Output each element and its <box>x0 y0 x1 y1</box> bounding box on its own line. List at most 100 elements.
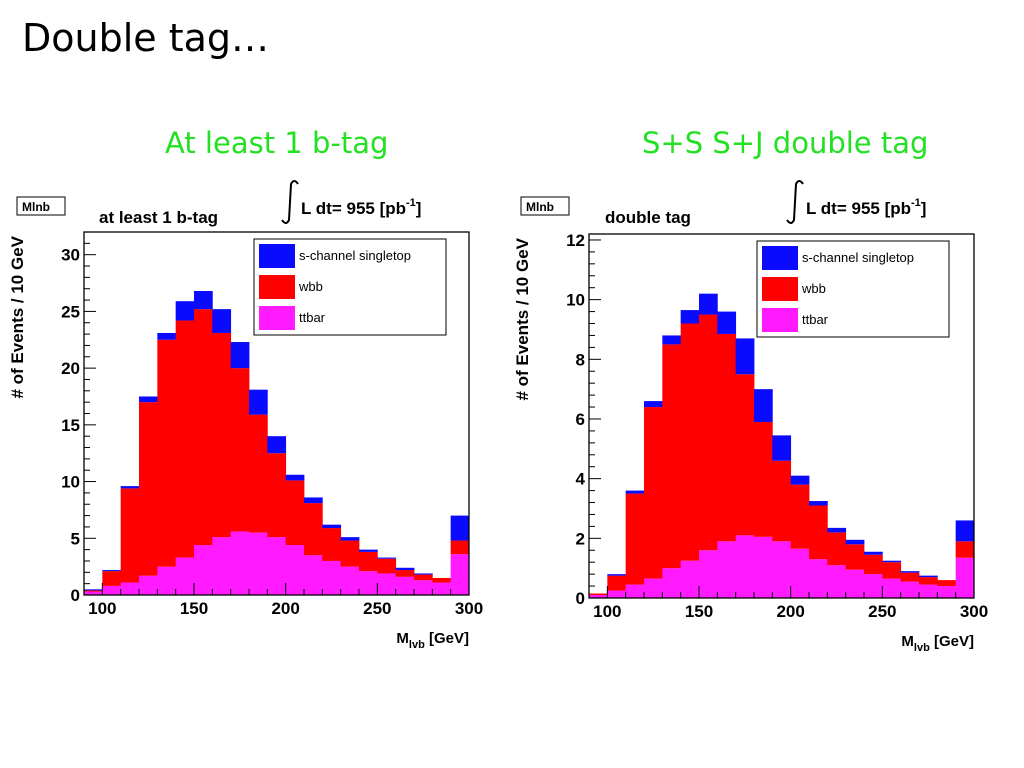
s-channel-bar <box>644 401 663 408</box>
wbb-bar <box>900 572 920 582</box>
wbb-bar <box>120 488 140 583</box>
plot-frame <box>588 233 975 599</box>
ttbar-bar <box>359 571 378 595</box>
s-channel-bar <box>625 490 645 494</box>
legend-swatch <box>762 277 798 301</box>
histogram-at-least-1-btag: Mlnb at least 1 b-tag L dt= 955 [pb-1] 0 5 10… <box>8 180 483 651</box>
luminosity-label: L dt= 955 [pb-1] <box>301 197 421 218</box>
s-channel-bar <box>322 524 342 529</box>
s-channel-bar <box>607 574 627 576</box>
s-channel-bar <box>845 539 865 545</box>
s-channel-bar <box>450 515 470 541</box>
legend-swatch <box>259 306 295 330</box>
ttbar-bar <box>285 545 305 595</box>
x-axis-label: Mlvb [GeV] <box>396 630 469 651</box>
ttbar-bar <box>809 559 828 598</box>
wbb-bar <box>450 540 470 555</box>
s-channel-bar <box>790 475 810 485</box>
s-channel-bar <box>882 560 902 563</box>
ttbar-bar <box>754 536 773 598</box>
wbb-bar <box>845 544 865 570</box>
s-channel-bar <box>809 501 828 506</box>
y-tick-label: 10 <box>61 473 80 492</box>
legend-swatch <box>259 275 295 299</box>
s-channel-bar <box>414 573 433 575</box>
s-channel-bar <box>359 549 378 552</box>
ttbar-bar <box>157 566 177 595</box>
x-tick-label: 100 <box>88 599 116 618</box>
wbb-bar <box>230 368 250 532</box>
s-channel-bar <box>395 567 415 571</box>
legend-label: ttbar <box>802 312 829 327</box>
s-channel-bar <box>754 389 773 422</box>
legend-swatch <box>762 308 798 332</box>
wbb-bar <box>955 541 975 558</box>
y-tick-label: 6 <box>576 410 585 429</box>
ttbar-bar <box>139 575 158 595</box>
ttbar-bar <box>589 595 608 598</box>
x-tick-label: 250 <box>868 602 896 621</box>
y-tick-label: 15 <box>61 416 80 435</box>
s-channel-bar <box>304 497 323 504</box>
y-tick-label: 10 <box>566 291 585 310</box>
legend-label: s-channel singletop <box>802 250 914 265</box>
ttbar-bar <box>249 532 268 595</box>
luminosity-label: L dt= 955 [pb-1] <box>806 197 926 218</box>
wbb-bar <box>607 575 627 591</box>
wbb-bar <box>267 453 287 538</box>
s-channel-bar <box>175 301 195 321</box>
legend-swatch <box>762 246 798 270</box>
wbb-bar <box>377 558 397 574</box>
tag-label: Mlnb <box>22 200 50 214</box>
s-channel-bar <box>230 342 250 369</box>
x-tick-label: 200 <box>776 602 804 621</box>
ttbar-bar <box>304 555 323 595</box>
wbb-bar <box>937 580 957 587</box>
ttbar-bar <box>377 573 397 595</box>
s-channel-bar <box>864 551 883 555</box>
wbb-bar <box>340 540 360 567</box>
ttbar-bar <box>450 554 470 595</box>
y-tick-label: 0 <box>71 586 80 605</box>
s-channel-bar <box>267 436 287 454</box>
wbb-bar <box>735 374 755 536</box>
s-channel-bar <box>900 571 920 573</box>
y-tick-label: 2 <box>576 529 585 548</box>
ttbar-bar <box>680 560 700 598</box>
wbb-bar <box>102 571 122 586</box>
ttbar-bar <box>212 537 232 595</box>
wbb-bar <box>249 414 268 533</box>
ttbar-bar <box>84 591 103 595</box>
ttbar-bar <box>717 541 737 598</box>
y-tick-label: 12 <box>566 231 585 250</box>
integral-sign <box>281 180 299 224</box>
wbb-bar <box>717 333 737 542</box>
tag-label: Mlnb <box>526 200 554 214</box>
ttbar-bar <box>699 550 718 598</box>
wbb-bar <box>864 554 883 575</box>
x-tick-label: 300 <box>455 599 483 618</box>
s-channel-bar <box>735 338 755 375</box>
s-channel-bar <box>84 589 103 591</box>
ttbar-bar <box>864 574 883 598</box>
ttbar-bar <box>102 585 122 595</box>
y-tick-label: 4 <box>576 470 586 489</box>
ttbar-bar <box>230 531 250 595</box>
ttbar-bar <box>790 548 810 598</box>
y-tick-label: 25 <box>61 302 80 321</box>
wbb-bar <box>589 593 608 596</box>
s-channel-bar <box>249 389 268 415</box>
x-tick-label: 300 <box>960 602 988 621</box>
ttbar-bar <box>845 569 865 598</box>
ttbar-bar <box>662 568 682 598</box>
s-channel-bar <box>827 527 847 533</box>
wbb-bar <box>414 574 433 581</box>
x-tick-label: 100 <box>593 602 621 621</box>
ttbar-bar <box>900 581 920 598</box>
legend-label: ttbar <box>299 310 326 325</box>
s-channel-bar <box>919 575 938 578</box>
y-tick-label: 30 <box>61 246 80 265</box>
x-axis-label: Mlvb [GeV] <box>901 633 974 654</box>
wbb-bar <box>322 528 342 561</box>
wbb-bar <box>772 460 792 542</box>
